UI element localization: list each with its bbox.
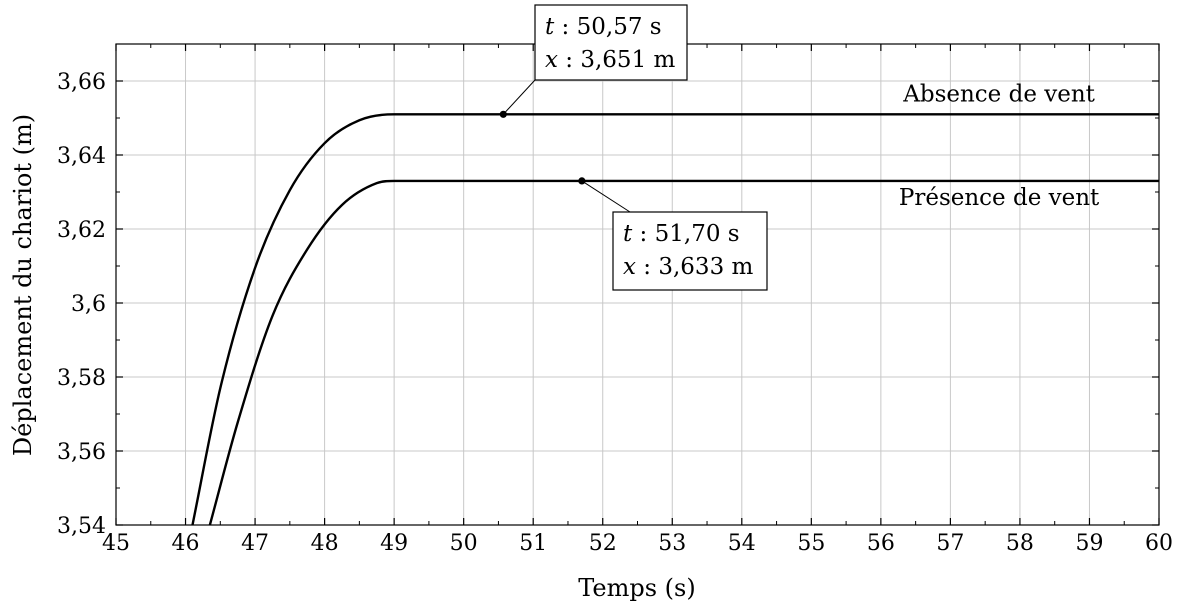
x-tick-label: 56	[867, 531, 895, 556]
annotation-position-text: x : 3,633 m	[623, 254, 754, 280]
annotation-position-value: : 3,633 m	[636, 254, 754, 280]
series-labels: Absence de vent Présence de vent	[899, 81, 1100, 211]
annotation-box	[612, 211, 768, 291]
annotation-var-x: x	[623, 254, 636, 280]
annotation-var-x: x	[545, 47, 558, 73]
x-tick-label: 57	[936, 531, 964, 556]
x-tick-label: 55	[797, 531, 825, 556]
annotation-time-value: : 50,57 s	[554, 14, 661, 40]
annotation-var-t: t	[545, 14, 555, 40]
data-series	[191, 113, 1159, 526]
x-tick-label: 47	[241, 531, 269, 556]
annotation-position-value: : 3,651 m	[558, 47, 676, 73]
x-tick-label: 45	[102, 531, 130, 556]
annotation-var-t: t	[623, 221, 633, 247]
series-line-absence-de-vent	[191, 113, 1159, 526]
x-tick-label: 60	[1145, 531, 1173, 556]
y-tick-labels: 3,54 3,56 3,58 3,6 3,62 3,64 3,66	[57, 70, 106, 539]
x-tick-label: 50	[450, 531, 478, 556]
annotation-point-marker	[578, 177, 586, 185]
y-tick-label: 3,62	[57, 218, 106, 243]
y-tick-label: 3,66	[57, 70, 106, 95]
x-axis-label: Temps (s)	[578, 574, 695, 602]
tick-marks	[115, 44, 1160, 526]
x-tick-label: 59	[1075, 531, 1103, 556]
annotation-time-value: : 51,70 s	[632, 221, 739, 247]
y-tick-label: 3,58	[57, 366, 106, 391]
x-tick-label: 46	[172, 531, 200, 556]
x-tick-label: 52	[589, 531, 617, 556]
series-line-presence-de-vent	[208, 179, 1159, 526]
y-tick-label: 3,64	[57, 144, 106, 169]
series-label-presence-de-vent: Présence de vent	[899, 185, 1100, 211]
x-tick-label: 58	[1006, 531, 1034, 556]
annotation-box	[534, 4, 688, 81]
y-axis-label: Déplacement du chariot (m)	[9, 114, 37, 456]
annotations: t : 50,57 sx : 3,651 mt : 51,70 sx : 3,6…	[499, 4, 768, 291]
x-tick-label: 48	[311, 531, 339, 556]
series-label-absence-de-vent: Absence de vent	[902, 81, 1095, 107]
x-tick-label: 49	[380, 531, 408, 556]
annotation-time-text: t : 51,70 s	[623, 221, 740, 247]
annotation-position-text: x : 3,651 m	[545, 47, 676, 73]
x-tick-label: 51	[519, 531, 547, 556]
x-tick-labels: 45 46 47 48 49 50 51 52 53 54 55 56 57 58 59 60	[102, 531, 1173, 556]
x-tick-label: 53	[658, 531, 686, 556]
annotation-time-text: t : 50,57 s	[545, 14, 662, 40]
y-tick-label: 3,6	[71, 292, 106, 317]
annotation-leader-line	[581, 180, 631, 213]
x-tick-label: 54	[728, 531, 756, 556]
annotation-point-marker	[499, 110, 507, 118]
y-tick-label: 3,54	[57, 514, 106, 539]
y-tick-label: 3,56	[57, 440, 106, 465]
annotation-leader-line	[502, 79, 536, 115]
